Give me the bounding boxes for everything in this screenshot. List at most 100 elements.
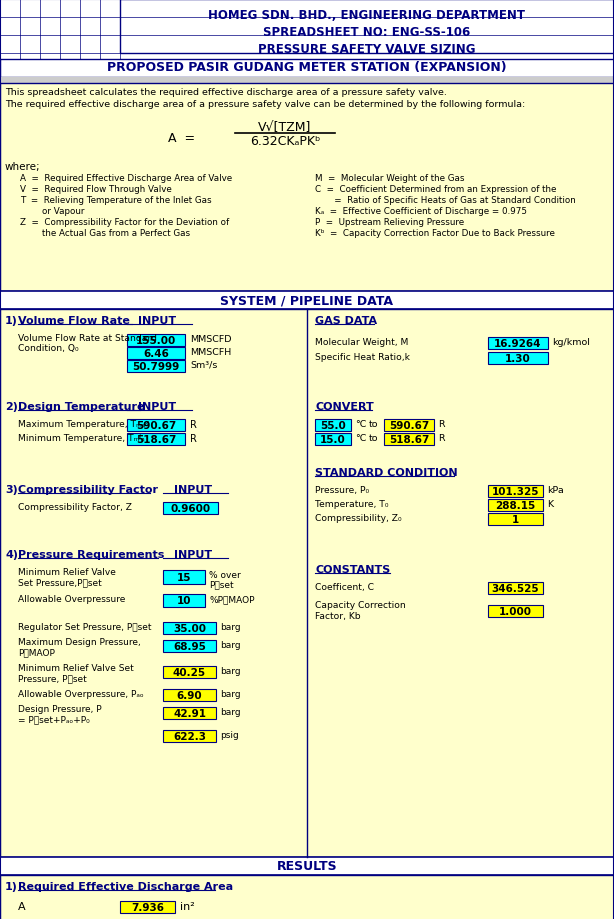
Text: R: R (190, 420, 197, 429)
Bar (127, 420, 185, 432)
Text: 101.325: 101.325 (492, 486, 539, 496)
Text: barg: barg (220, 666, 241, 675)
Text: Sm³/s: Sm³/s (190, 360, 217, 369)
Text: R: R (438, 434, 445, 443)
Text: % over: % over (209, 571, 241, 579)
Bar (384, 420, 434, 432)
Text: or Vapour: or Vapour (20, 207, 85, 216)
Bar (0, 78, 614, 84)
Text: = Pⲟset+Pₐₒ+P₀: = Pⲟset+Pₐₒ+P₀ (18, 714, 90, 723)
Text: =  Ratio of Specific Heats of Gas at Standard Condition: = Ratio of Specific Heats of Gas at Stan… (315, 196, 576, 205)
Text: 6.46: 6.46 (143, 348, 169, 358)
Text: PRESSURE SAFETY VALVE SIZING: PRESSURE SAFETY VALVE SIZING (258, 43, 476, 56)
Bar (488, 353, 548, 365)
Bar (0, 875, 614, 919)
Text: CONVERT: CONVERT (315, 402, 374, 412)
Text: A  =: A = (168, 131, 195, 145)
Text: Volume Flow Rate: Volume Flow Rate (18, 315, 130, 325)
Text: Specific Heat Ratio,k: Specific Heat Ratio,k (315, 353, 410, 361)
Text: INPUT: INPUT (138, 402, 176, 412)
Text: 3): 3) (5, 484, 18, 494)
Text: V√[TZM]: V√[TZM] (258, 121, 312, 134)
Text: INPUT: INPUT (138, 315, 176, 325)
Text: 1): 1) (5, 881, 18, 891)
Text: 346.525: 346.525 (492, 584, 539, 594)
Text: 1): 1) (5, 315, 18, 325)
Bar (163, 622, 216, 634)
Bar (315, 434, 351, 446)
Text: Z  =  Compressibility Factor for the Deviation of: Z = Compressibility Factor for the Devia… (20, 218, 229, 227)
Bar (488, 499, 543, 512)
Text: %PⲟMAOP: %PⲟMAOP (209, 595, 254, 604)
Text: 518.67: 518.67 (136, 435, 176, 445)
Text: RESULTS: RESULTS (277, 859, 337, 872)
Text: 590.67: 590.67 (136, 421, 176, 430)
Text: Molecular Weight, M: Molecular Weight, M (315, 337, 408, 346)
Bar (127, 434, 185, 446)
Text: Temperature, T₀: Temperature, T₀ (315, 499, 389, 508)
Text: Minimum Relief Valve Set: Minimum Relief Valve Set (18, 664, 134, 673)
Text: The required effective discharge area of a pressure safety valve can be determin: The required effective discharge area of… (5, 100, 525, 108)
Text: 50.7999: 50.7999 (133, 361, 180, 371)
Text: 68.95: 68.95 (173, 641, 206, 652)
Text: Minimum Temperature, Tₘᴵₙ: Minimum Temperature, Tₘᴵₙ (18, 434, 145, 443)
Text: Minimum Relief Valve: Minimum Relief Valve (18, 567, 116, 576)
Text: PⲟMAOP: PⲟMAOP (18, 647, 55, 656)
Bar (120, 901, 175, 913)
Text: Pⲟset: Pⲟset (209, 579, 233, 588)
Text: MMSCFH: MMSCFH (190, 347, 231, 357)
Text: Factor, Kb: Factor, Kb (315, 611, 360, 620)
Bar (488, 583, 543, 595)
Bar (0, 84, 614, 291)
Text: Kᵇ  =  Capacity Correction Factor Due to Back Pressure: Kᵇ = Capacity Correction Factor Due to B… (315, 229, 555, 238)
Bar (315, 420, 351, 432)
Text: 6.32CKₐPKᵇ: 6.32CKₐPKᵇ (250, 135, 320, 148)
Bar (127, 347, 185, 359)
Text: Maximum Design Pressure,: Maximum Design Pressure, (18, 637, 141, 646)
Text: Pressure Requirements: Pressure Requirements (18, 550, 165, 560)
Text: 288.15: 288.15 (495, 501, 535, 510)
Bar (488, 514, 543, 526)
Text: Design Temperature: Design Temperature (18, 402, 144, 412)
Text: kg/kmol: kg/kmol (552, 337, 590, 346)
Text: C  =  Coefficient Determined from an Expression of the: C = Coefficient Determined from an Expre… (315, 185, 556, 194)
Text: in²: in² (180, 901, 195, 911)
Text: Kₐ  =  Effective Coefficient of Discharge = 0.975: Kₐ = Effective Coefficient of Discharge … (315, 207, 527, 216)
Text: 55.0: 55.0 (320, 421, 346, 430)
Text: 15: 15 (177, 573, 191, 583)
Bar (163, 595, 205, 607)
Text: 2): 2) (5, 402, 18, 412)
Text: 155.00: 155.00 (136, 335, 176, 346)
Text: Coefficent, C: Coefficent, C (315, 583, 374, 591)
Bar (488, 337, 548, 349)
Text: STANDARD CONDITION: STANDARD CONDITION (315, 468, 457, 478)
Bar (163, 666, 216, 678)
Text: Volume Flow Rate at Standard: Volume Flow Rate at Standard (18, 334, 157, 343)
Bar (0, 857, 614, 875)
Text: 35.00: 35.00 (173, 623, 206, 633)
Text: Capacity Correction: Capacity Correction (315, 600, 406, 609)
Text: Set Pressure,Pⲟset: Set Pressure,Pⲟset (18, 577, 102, 586)
Text: CONSTANTS: CONSTANTS (315, 564, 391, 574)
Bar (163, 503, 218, 515)
Text: MMSCFD: MMSCFD (190, 335, 231, 344)
Bar (127, 360, 185, 372)
Bar (488, 606, 543, 618)
Bar (127, 335, 185, 346)
Text: Maximum Temperature, Tₘₐˣ: Maximum Temperature, Tₘₐˣ (18, 420, 149, 428)
Text: 40.25: 40.25 (173, 667, 206, 677)
Bar (384, 434, 434, 446)
Text: barg: barg (220, 689, 241, 698)
Text: A: A (18, 901, 26, 911)
Text: 518.67: 518.67 (389, 435, 429, 445)
Text: Pressure, P₀: Pressure, P₀ (315, 485, 369, 494)
Text: INPUT: INPUT (174, 550, 212, 560)
Text: 7.936: 7.936 (131, 902, 164, 912)
Text: Condition, Q₀: Condition, Q₀ (18, 344, 79, 353)
Text: Compressibility Factor: Compressibility Factor (18, 484, 158, 494)
Text: 4): 4) (5, 550, 18, 560)
Text: the Actual Gas from a Perfect Gas: the Actual Gas from a Perfect Gas (20, 229, 190, 238)
Text: to: to (369, 434, 378, 443)
Text: barg: barg (220, 708, 241, 716)
Bar (163, 708, 216, 720)
